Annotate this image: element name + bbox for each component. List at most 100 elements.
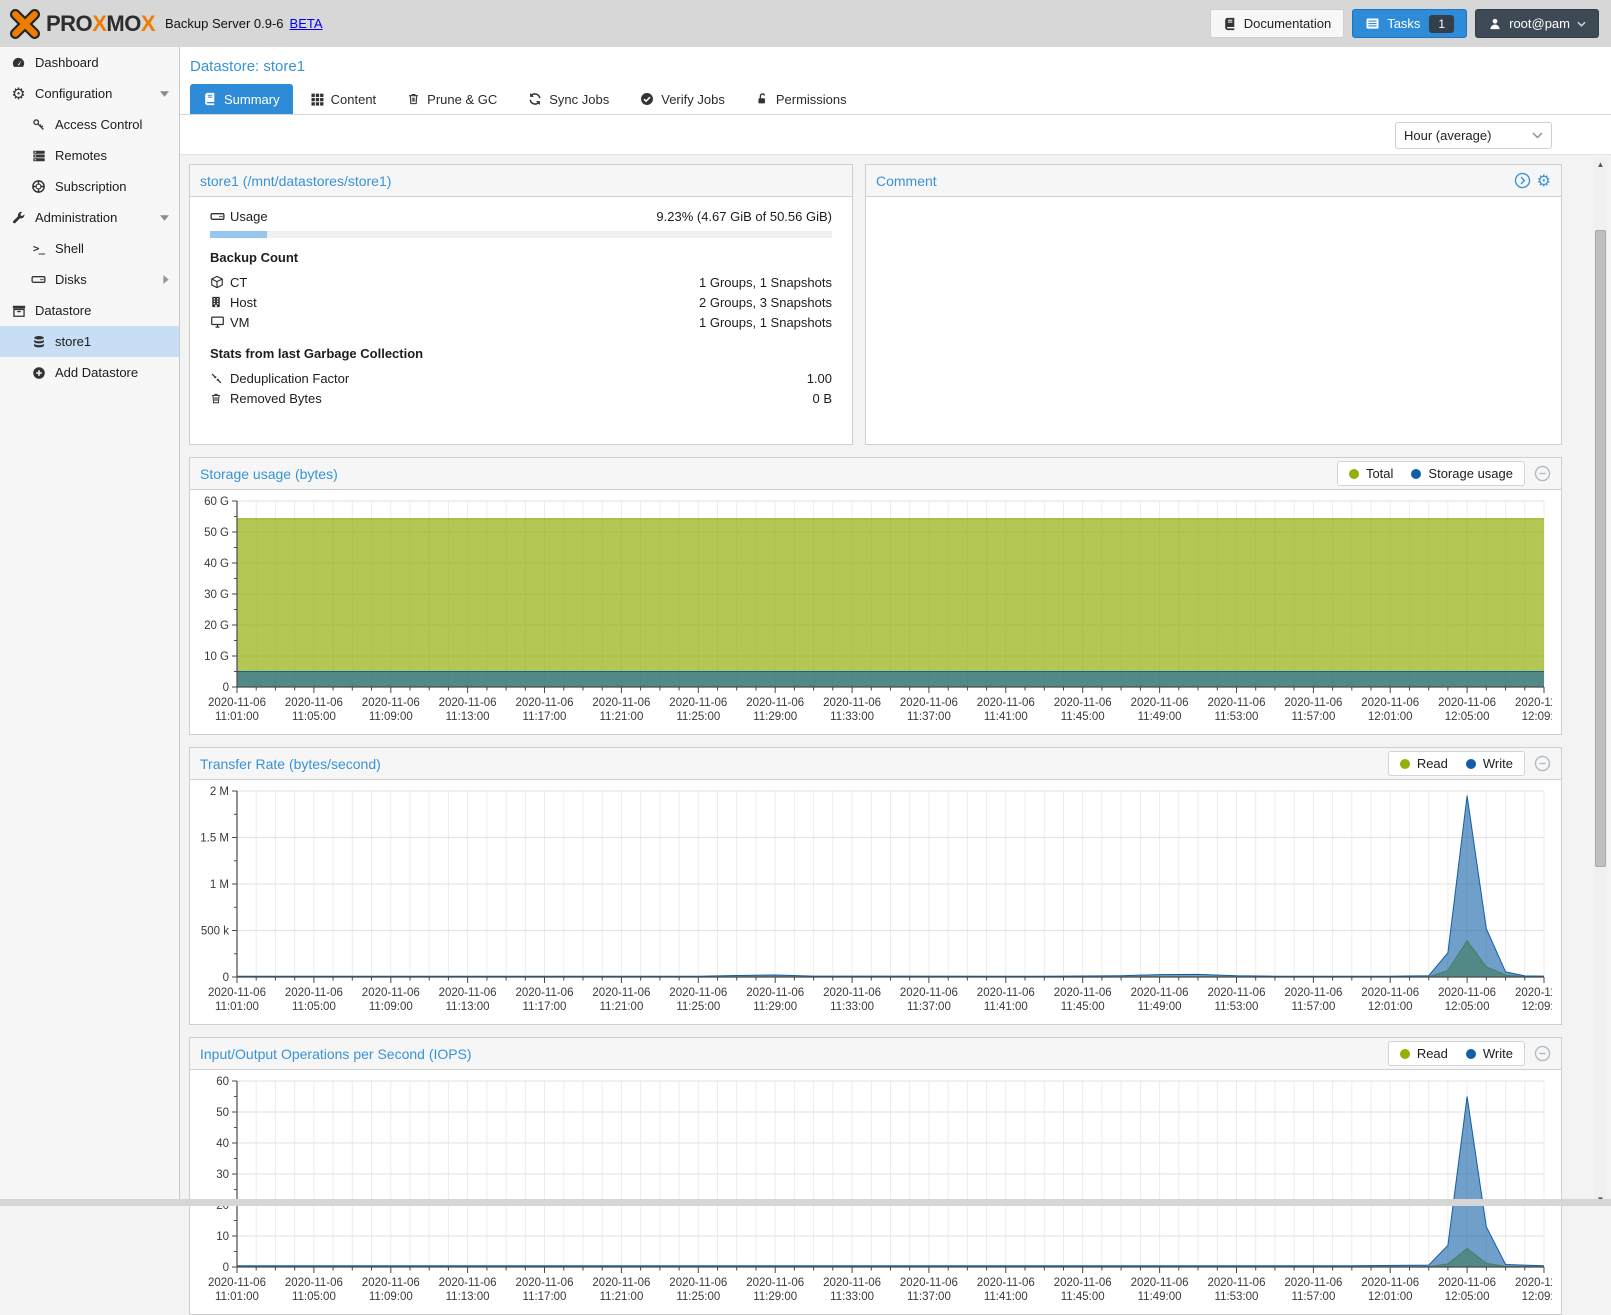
- svg-text:11:09:00: 11:09:00: [369, 1001, 413, 1013]
- beta-link[interactable]: BETA: [290, 16, 323, 31]
- svg-text:2020-11-06: 2020-11-06: [977, 1277, 1035, 1289]
- tasks-button[interactable]: Tasks 1: [1352, 9, 1467, 38]
- svg-text:12:05:00: 12:05:00: [1445, 1291, 1490, 1303]
- sidebar-item-add-datastore[interactable]: Add Datastore: [0, 357, 179, 388]
- hdd-icon: [30, 272, 47, 287]
- legend-dot: [1466, 759, 1476, 769]
- collapse-panel-button[interactable]: [1534, 1045, 1551, 1062]
- svg-text:11:13:00: 11:13:00: [446, 1291, 490, 1303]
- svg-text:2 M: 2 M: [210, 786, 229, 798]
- vertical-scrollbar[interactable]: ▲ ▼: [1594, 157, 1607, 1206]
- svg-text:2020-11-06: 2020-11-06: [516, 987, 574, 999]
- svg-text:11:37:00: 11:37:00: [907, 1001, 951, 1013]
- sidebar-item-dashboard[interactable]: Dashboard: [0, 47, 179, 78]
- svg-text:10: 10: [216, 1231, 229, 1243]
- svg-text:11:33:00: 11:33:00: [830, 1291, 874, 1303]
- svg-text:2020-11-06: 2020-11-06: [1208, 987, 1266, 999]
- sidebar-item-subscription[interactable]: Subscription: [0, 171, 179, 202]
- sidebar-item-access-control[interactable]: Access Control: [0, 109, 179, 140]
- transfer-rate-chart: 2020-11-0611:01:002020-11-0611:05:002020…: [193, 785, 1552, 1015]
- svg-text:11:53:00: 11:53:00: [1215, 1291, 1259, 1303]
- sidebar-item-administration[interactable]: Administration: [0, 202, 179, 233]
- user-icon: [1488, 17, 1502, 31]
- svg-text:11:17:00: 11:17:00: [523, 711, 567, 723]
- svg-text:11:25:00: 11:25:00: [676, 1291, 720, 1303]
- iops-chart-panel: Input/Output Operations per Second (IOPS…: [189, 1037, 1562, 1315]
- legend-item-write[interactable]: Write: [1466, 1046, 1513, 1061]
- svg-text:2020-11-06: 2020-11-06: [1054, 697, 1112, 709]
- svg-text:11:21:00: 11:21:00: [599, 711, 643, 723]
- comment-body[interactable]: [866, 197, 1561, 445]
- sidebar-item-datastore[interactable]: Datastore: [0, 295, 179, 326]
- tab-prune-gc[interactable]: Prune & GC: [394, 84, 510, 114]
- svg-text:2020-11-06: 2020-11-06: [1438, 697, 1496, 709]
- svg-text:11:57:00: 11:57:00: [1291, 711, 1335, 723]
- edit-comment-button[interactable]: [1514, 172, 1531, 189]
- tab-bar: Summary Content Prune & GC Sync Jobs: [180, 75, 1611, 115]
- user-menu-button[interactable]: root@pam: [1475, 9, 1599, 38]
- svg-text:11:09:00: 11:09:00: [369, 711, 413, 723]
- svg-text:2020-11-06: 2020-11-06: [1131, 1277, 1189, 1289]
- svg-text:2020-11-06: 2020-11-06: [208, 697, 266, 709]
- scroll-up-arrow[interactable]: ▲: [1594, 157, 1607, 171]
- proxmox-logo: PROXMOX: [0, 9, 155, 39]
- svg-text:2020-11-06: 2020-11-06: [362, 1277, 420, 1289]
- legend-item-storage-usage[interactable]: Storage usage: [1411, 466, 1513, 481]
- svg-text:2020-11-06: 2020-11-06: [1284, 987, 1342, 999]
- sidebar-item-disks[interactable]: Disks: [0, 264, 179, 295]
- settings-button[interactable]: ⚙: [1537, 173, 1551, 189]
- backup-row-host: Host 2 Groups, 3 Snapshots: [210, 292, 832, 312]
- documentation-button[interactable]: Documentation: [1210, 9, 1344, 38]
- svg-text:2020-11-06: 2020-11-06: [977, 987, 1035, 999]
- plus-circle-icon: [30, 366, 47, 380]
- svg-text:11:25:00: 11:25:00: [676, 1001, 720, 1013]
- sidebar-item-store1[interactable]: store1: [0, 326, 179, 357]
- svg-text:11:57:00: 11:57:00: [1291, 1291, 1335, 1303]
- task-list-icon: [1365, 16, 1380, 31]
- chevron-down-icon: [1532, 132, 1543, 139]
- tab-sync-jobs[interactable]: Sync Jobs: [515, 84, 622, 114]
- comment-panel: Comment ⚙: [865, 164, 1562, 445]
- legend-item-read[interactable]: Read: [1400, 756, 1448, 771]
- time-range-select[interactable]: Hour (average): [1395, 122, 1552, 149]
- sidebar-item-remotes[interactable]: Remotes: [0, 140, 179, 171]
- caret-down-icon[interactable]: [160, 215, 169, 221]
- svg-text:11:33:00: 11:33:00: [830, 711, 874, 723]
- svg-text:2020-11-06: 2020-11-06: [900, 987, 958, 999]
- svg-text:2020-11-06: 2020-11-06: [285, 987, 343, 999]
- svg-text:11:53:00: 11:53:00: [1215, 711, 1259, 723]
- svg-text:10 G: 10 G: [204, 651, 229, 663]
- svg-text:12:09:00: 12:09:00: [1522, 1291, 1552, 1303]
- svg-text:11:49:00: 11:49:00: [1138, 1291, 1182, 1303]
- sidebar-item-configuration[interactable]: ⚙ Configuration: [0, 78, 179, 109]
- caret-right-icon[interactable]: [163, 275, 169, 284]
- legend-item-read[interactable]: Read: [1400, 1046, 1448, 1061]
- legend-item-total[interactable]: Total: [1349, 466, 1393, 481]
- hdd-icon: [210, 209, 230, 224]
- tab-content[interactable]: Content: [298, 84, 390, 114]
- scrollbar-thumb[interactable]: [1595, 230, 1606, 867]
- gc-row-removed-bytes: Removed Bytes 0 B: [210, 388, 832, 408]
- usage-progress-bar: [210, 231, 832, 238]
- svg-text:11:13:00: 11:13:00: [446, 1001, 490, 1013]
- sidebar-item-shell[interactable]: >_ Shell: [0, 233, 179, 264]
- tab-permissions[interactable]: Permissions: [743, 84, 860, 114]
- collapse-panel-button[interactable]: [1534, 465, 1551, 482]
- legend-dot: [1411, 469, 1421, 479]
- caret-down-icon[interactable]: [160, 91, 169, 97]
- minus-circle-icon: [1534, 755, 1551, 772]
- svg-text:2020-11-06: 2020-11-06: [669, 1277, 727, 1289]
- svg-text:2020-11-06: 2020-11-06: [1515, 697, 1552, 709]
- svg-text:11:05:00: 11:05:00: [292, 1291, 336, 1303]
- svg-text:50: 50: [216, 1107, 229, 1119]
- svg-text:2020-11-06: 2020-11-06: [1054, 1277, 1112, 1289]
- svg-text:2020-11-06: 2020-11-06: [977, 697, 1035, 709]
- tab-verify-jobs[interactable]: Verify Jobs: [627, 84, 738, 114]
- wrench-icon: [10, 211, 27, 225]
- tab-summary[interactable]: Summary: [190, 84, 293, 114]
- collapse-panel-button[interactable]: [1534, 755, 1551, 772]
- tachometer-icon: [10, 55, 27, 70]
- legend-item-write[interactable]: Write: [1466, 756, 1513, 771]
- svg-text:30: 30: [216, 1169, 229, 1181]
- gears-icon: ⚙: [10, 86, 27, 102]
